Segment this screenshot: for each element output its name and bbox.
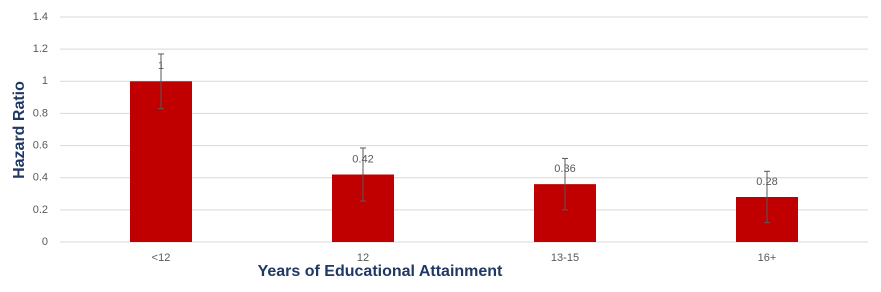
y-axis-title: Hazard Ratio: [11, 81, 28, 179]
y-tick-label: 1: [42, 75, 48, 87]
y-tick-label: 0.6: [33, 139, 48, 151]
x-tick-label: <12: [152, 252, 171, 264]
x-tick-label: 16+: [758, 252, 777, 264]
y-tick-label: 0.8: [33, 107, 48, 119]
x-tick-label: 12: [357, 252, 369, 264]
y-tick-label: 0: [42, 236, 48, 248]
x-tick-label: 13-15: [551, 252, 579, 264]
x-axis-title: Years of Educational Attainment: [258, 263, 503, 280]
y-tick-label: 1.4: [33, 11, 48, 23]
y-tick-label: 1.2: [33, 43, 48, 55]
y-tick-label: 0.4: [33, 172, 48, 184]
y-tick-label: 0.2: [33, 204, 48, 216]
